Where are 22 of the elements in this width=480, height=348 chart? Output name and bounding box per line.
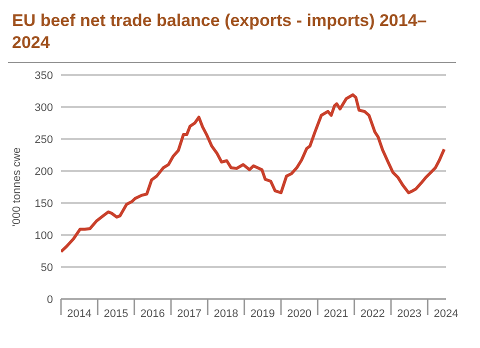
line-series — [61, 93, 446, 254]
y-tick-label: 150 — [34, 198, 53, 210]
x-tick-label: 2019 — [250, 308, 275, 320]
x-tick-label: 2023 — [397, 308, 422, 320]
x-tick-label: 2014 — [67, 308, 92, 320]
x-tick-label: 2017 — [177, 308, 202, 320]
y-tick-label: 350 — [34, 70, 53, 82]
y-tick-label: 200 — [34, 166, 53, 178]
y-tick-label: 50 — [40, 262, 53, 274]
y-tick-label: 0 — [46, 294, 53, 306]
x-tick-label: 2015 — [104, 308, 128, 320]
x-tick-label: 2020 — [287, 308, 312, 320]
y-tick-label: 300 — [34, 102, 53, 114]
y-axis-title: '000 tonnes cwe — [10, 147, 23, 227]
x-tick-label: 2016 — [140, 308, 165, 320]
x-tick-label: 2018 — [214, 308, 238, 320]
chart-title: EU beef net trade balance (exports - imports) 2014–2024 — [8, 8, 456, 63]
x-tick-label: 2024 — [434, 308, 458, 320]
x-tick-label: 2022 — [360, 308, 385, 320]
y-tick-label: 100 — [34, 230, 53, 242]
y-tick-label: 250 — [34, 134, 53, 146]
x-tick-label: 2021 — [324, 308, 348, 320]
